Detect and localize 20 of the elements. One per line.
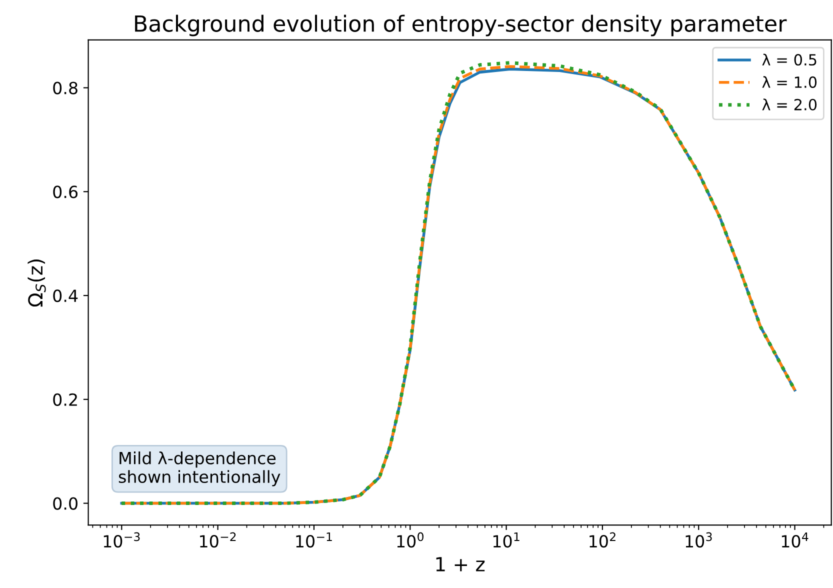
chart-title: Background evolution of entropy-sector density parameter xyxy=(135,14,787,36)
x-tick-label: 10$^{−3}$ xyxy=(104,532,140,548)
annotation: Mild λ-dependence shown intentionally xyxy=(118,451,280,486)
y-tick-label: 0.0 xyxy=(53,497,78,510)
x-tick-label: 10$^{1}$ xyxy=(493,532,520,548)
x-tick-label: 10$^{−1}$ xyxy=(296,532,332,548)
y-tick-label: 0.6 xyxy=(53,186,78,198)
y-tick-label: 0.4 xyxy=(53,289,78,302)
x-tick-label: 10$^{4}$ xyxy=(782,532,808,548)
x-axis-title: 1 + z xyxy=(436,557,485,572)
x-tick-label: 10$^{0}$ xyxy=(397,532,424,548)
y-axis-title: Ω$_{S}$(z) xyxy=(28,260,46,307)
x-tick-label: 10$^{−2}$ xyxy=(200,532,236,548)
x-tick-label: 10$^{2}$ xyxy=(590,532,616,548)
legend-label: λ = 0.5 xyxy=(762,54,816,66)
y-tick-label: 0.2 xyxy=(53,393,77,406)
x-tick-label: 10$^{3}$ xyxy=(686,532,712,548)
y-tick-label: 0.8 xyxy=(53,82,78,94)
legend-label: λ = 2.0 xyxy=(762,98,817,110)
legend-label: λ = 1.0 xyxy=(762,76,817,88)
